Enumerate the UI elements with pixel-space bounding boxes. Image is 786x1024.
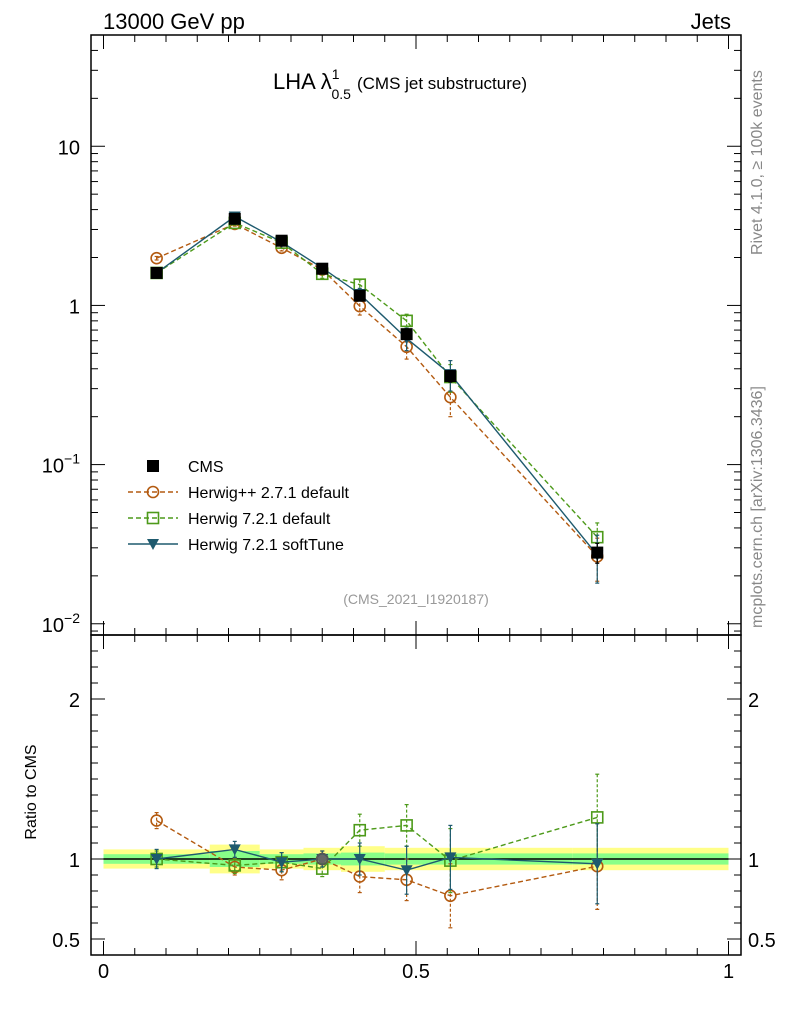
point-cms xyxy=(150,266,163,279)
legend: CMS Herwig++ 2.7.1 default Herwig 7.2.1 de… xyxy=(128,459,350,554)
y-tick-label-base: 10 xyxy=(42,615,64,637)
y-tick-label-main: 1 xyxy=(69,296,80,318)
header-energy: 13000 GeV pp xyxy=(103,9,245,34)
y-tick-label-exponent: −2 xyxy=(64,610,80,626)
ratio-line-herwig721 xyxy=(156,816,598,870)
legend-marker-herwig721 xyxy=(146,511,160,525)
ratio-point-cms xyxy=(151,853,163,865)
plot-title-subscript: 0.5 xyxy=(332,86,352,102)
ratio-point-softtune xyxy=(150,854,163,865)
y-tick-label-ratio-right: 1 xyxy=(748,850,759,872)
legend-marker-herwigpp xyxy=(146,485,160,499)
point-cms xyxy=(353,289,366,302)
legend-label-cms: CMS xyxy=(188,459,224,476)
plot-title: LHA λ1 0.5 (CMS jet substructure) xyxy=(273,66,527,102)
legend-marker-cms xyxy=(147,460,159,472)
point-herwig721 xyxy=(400,314,413,328)
y-tick-label-ratio-right: 2 xyxy=(748,690,759,712)
y-tick-label-base: 10 xyxy=(42,456,64,478)
ratio-point-herwig721 xyxy=(353,823,367,837)
ratio-point-softtune xyxy=(275,857,288,869)
legend-marker-softtune xyxy=(147,539,159,550)
ratio-line-herwigpp xyxy=(156,819,598,897)
point-cms xyxy=(400,328,413,341)
plot-title-superscript: 1 xyxy=(332,66,340,82)
series-line-herwigpp xyxy=(156,223,598,557)
point-cms xyxy=(316,262,329,275)
ratio-point-softtune xyxy=(444,852,457,864)
ratio-plot-series xyxy=(150,773,604,929)
header-process: Jets xyxy=(691,9,731,34)
ratio-point-softtune xyxy=(353,854,366,865)
plot-title-main: LHA λ xyxy=(273,69,332,94)
ratio-point-softtune xyxy=(591,858,604,870)
side-label-rivet: Rivet 4.1.0, ≥ 100k events xyxy=(749,70,766,255)
legend-label-herwig721: Herwig 7.2.1 default xyxy=(188,511,331,528)
y-tick-label-ratio-right: 0.5 xyxy=(748,930,776,952)
point-herwigpp xyxy=(150,251,163,265)
y-tick-label-ratio: 2 xyxy=(69,690,80,712)
y-tick-label-ratio: 1 xyxy=(69,850,80,872)
y-tick-label-ratio: 0.5 xyxy=(52,930,80,952)
ratio-point-herwig721 xyxy=(590,811,604,824)
point-cms xyxy=(444,370,457,383)
plot-title-suffix: (CMS jet substructure) xyxy=(357,74,527,93)
legend-label-herwigpp: Herwig++ 2.7.1 default xyxy=(188,485,350,502)
ratio-plot-frame xyxy=(90,634,742,956)
ratio-point-cms xyxy=(401,853,413,865)
ratio-point-cms xyxy=(591,853,603,865)
x-tick-label: 0.5 xyxy=(402,961,430,983)
ratio-point-softtune xyxy=(228,844,241,856)
ratio-point-overlap-fill xyxy=(317,854,327,864)
ratio-point-cms xyxy=(354,853,366,865)
ratio-point-overlap xyxy=(315,852,329,866)
series-line-softtune xyxy=(156,215,598,556)
ratio-point-softtune xyxy=(400,865,413,877)
ratio-line-softtune xyxy=(156,848,598,871)
ratio-point-herwig721 xyxy=(400,819,413,832)
point-cms xyxy=(275,234,288,247)
ratio-point-herwig721 xyxy=(228,859,242,872)
x-tick-label: 1 xyxy=(723,961,734,983)
ratio-point-cms xyxy=(229,853,241,865)
axis-ticks xyxy=(91,34,741,956)
y-tick-label-main: 10 xyxy=(58,137,80,159)
x-tick-label: 0 xyxy=(98,961,109,983)
legend-label-softtune: Herwig 7.2.1 softTune xyxy=(188,537,344,554)
y-tick-label-main: 10−2 xyxy=(42,610,80,637)
point-cms xyxy=(591,546,604,559)
ratio-point-cms xyxy=(444,853,456,865)
analysis-label: (CMS_2021_I1920187) xyxy=(343,591,489,607)
ratio-ylabel: Ratio to CMS xyxy=(23,744,40,839)
ratio-point-cms xyxy=(276,853,288,865)
y-tick-label-main: 10−1 xyxy=(42,451,80,478)
point-cms xyxy=(228,212,241,225)
ratio-point-herwigpp xyxy=(150,814,163,827)
main-plot-series xyxy=(150,211,604,584)
side-label-mcplots: mcplots.cern.ch [arXiv:1306.3436] xyxy=(749,386,766,628)
y-tick-label-exponent: −1 xyxy=(64,451,80,467)
